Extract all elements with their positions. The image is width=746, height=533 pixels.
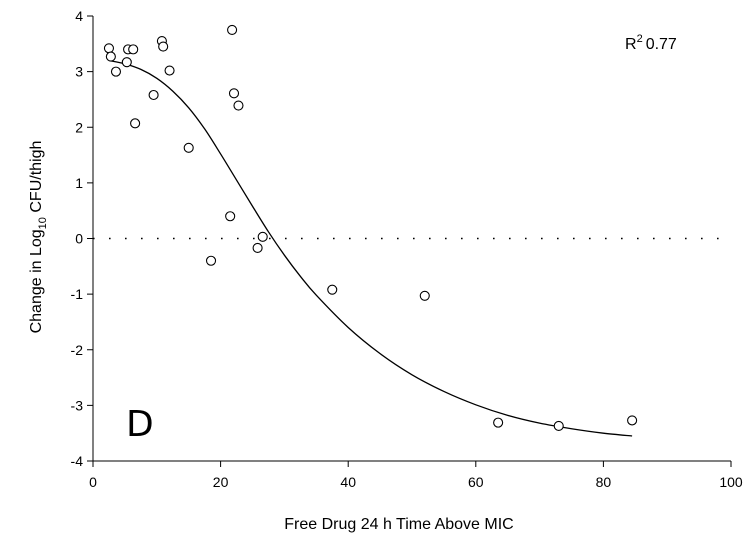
axes [87, 15, 732, 467]
x-tick-label: 20 [213, 474, 229, 490]
data-point [227, 24, 238, 35]
data-point [257, 231, 268, 242]
data-point [121, 57, 132, 68]
y-tick-label: 1 [75, 175, 83, 191]
y-tick-label: 0 [75, 231, 83, 247]
data-point [327, 284, 338, 295]
x-tick-label: 100 [719, 474, 743, 490]
data-point [228, 88, 240, 99]
y-tick-label: -2 [71, 342, 84, 358]
tick-labels: 0 20 40 60 80 100 -4 -3 -2 -1 0 1 2 3 4 [71, 8, 743, 490]
data-points-layer [103, 24, 638, 432]
data-point [627, 415, 638, 426]
data-point [493, 417, 504, 428]
panel-label: D [126, 404, 154, 445]
data-point [164, 65, 175, 76]
data-point [205, 255, 217, 266]
y-tick-label: 3 [75, 64, 83, 80]
y-tick-label: 2 [75, 119, 83, 135]
data-point [419, 290, 430, 301]
y-tick-label: 4 [75, 8, 83, 24]
x-axis-title: Free Drug 24 h Time Above MIC [284, 516, 513, 533]
y-tick-label: -4 [71, 453, 84, 469]
fit-curve [108, 59, 633, 437]
data-point [128, 44, 139, 55]
fit-curve-layer [108, 59, 633, 437]
y-axis-title: Change in Log10 CFU/thigh [28, 141, 49, 334]
data-point [130, 118, 141, 129]
data-point [105, 51, 116, 62]
data-point [103, 43, 114, 54]
data-point [183, 142, 194, 153]
data-point [225, 211, 236, 222]
x-tick-label: 60 [468, 474, 484, 490]
data-point [553, 420, 564, 432]
x-tick-label: 80 [596, 474, 612, 490]
x-tick-label: 0 [89, 474, 97, 490]
data-point [110, 66, 122, 77]
data-point [233, 100, 244, 111]
x-tick-label: 40 [340, 474, 356, 490]
y-tick-label: -1 [71, 286, 84, 302]
data-point [148, 89, 159, 101]
data-point [158, 41, 169, 52]
y-tick-label: -3 [71, 397, 84, 413]
data-point [252, 242, 263, 254]
r-squared-label: R2 0.77 [625, 33, 677, 53]
